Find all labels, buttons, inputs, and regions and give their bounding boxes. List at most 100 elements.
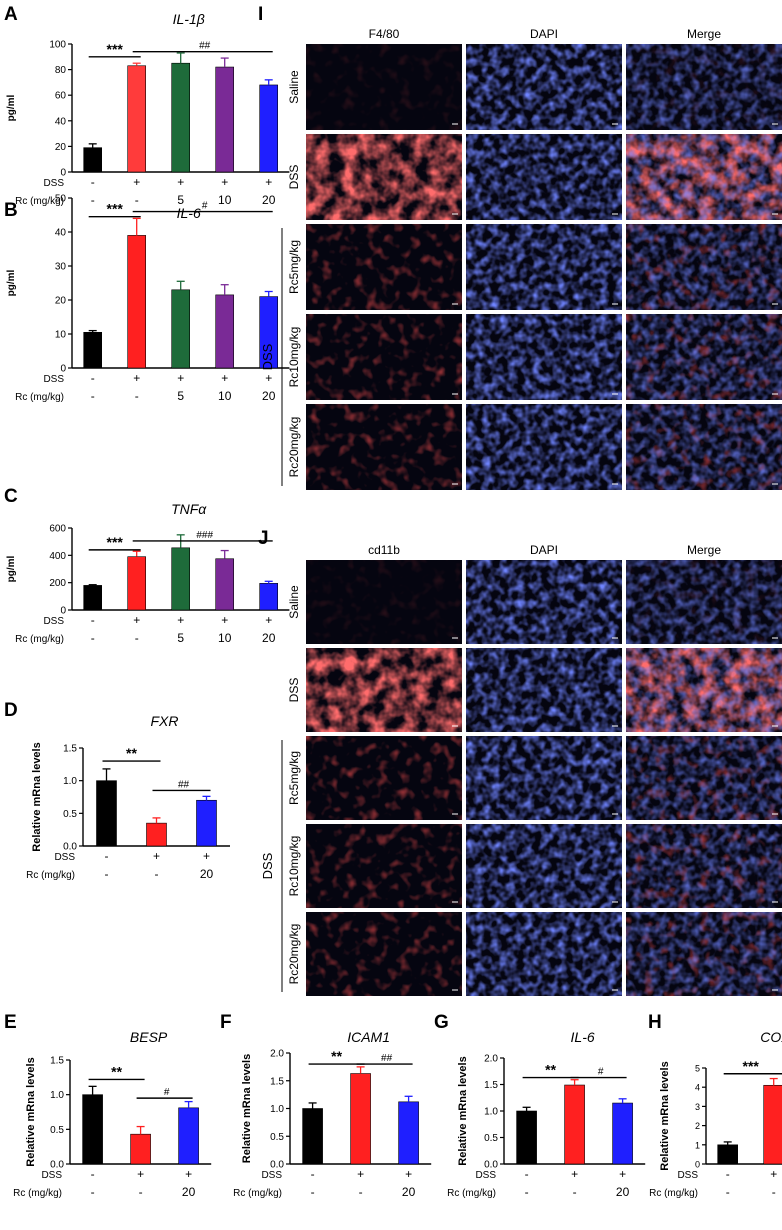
row-label-dss: DSS bbox=[54, 852, 75, 863]
micrograph-cell bbox=[306, 224, 462, 310]
y-tick-label: 1.5 bbox=[50, 1056, 64, 1067]
bar-dss bbox=[763, 1084, 782, 1165]
micrograph-cell bbox=[626, 736, 782, 820]
significance-label: ** bbox=[126, 745, 137, 761]
micrograph-cell bbox=[306, 648, 462, 732]
panel-letter: D bbox=[4, 700, 18, 721]
significance-label: # bbox=[164, 1087, 170, 1098]
y-tick-label: 2.0 bbox=[484, 1054, 498, 1065]
row-label: Rc5mg/kg bbox=[287, 751, 301, 805]
dss-sign: + bbox=[177, 175, 184, 189]
y-tick-label: 0.5 bbox=[484, 1133, 498, 1144]
dapi-signal bbox=[626, 224, 782, 310]
bar-saline bbox=[83, 331, 102, 369]
y-tick-label: 0 bbox=[60, 168, 66, 179]
y-axis-label: Relative mRna levels bbox=[25, 1057, 37, 1166]
bar-dss bbox=[130, 1133, 151, 1165]
stain-signal bbox=[306, 134, 462, 220]
dapi-signal bbox=[466, 912, 622, 996]
significance-label: ** bbox=[331, 1048, 342, 1064]
dapi-signal bbox=[466, 314, 622, 400]
rc-dose: 5 bbox=[177, 389, 184, 403]
rc-dose: - bbox=[139, 1185, 143, 1199]
row-label-rc: Rc (mg/kg) bbox=[13, 1188, 62, 1199]
dapi-signal bbox=[466, 44, 622, 130]
micrograph-cell bbox=[466, 560, 622, 644]
chart-title: COX-2 bbox=[760, 1029, 782, 1045]
row-label: Rc20mg/kg bbox=[287, 417, 301, 478]
rc-dose: 20 bbox=[402, 1185, 416, 1199]
dapi-signal bbox=[626, 134, 782, 220]
micrograph-cell bbox=[626, 404, 782, 490]
y-tick-label: 0.5 bbox=[270, 1132, 284, 1143]
bar-saline bbox=[717, 1144, 739, 1165]
row-label-dss: DSS bbox=[677, 1170, 698, 1181]
row-label: DSS bbox=[287, 678, 301, 703]
y-tick-label: 400 bbox=[49, 551, 66, 562]
micrograph-cell bbox=[626, 314, 782, 400]
y-tick-label: 0.5 bbox=[50, 1125, 64, 1136]
rc-dose: - bbox=[91, 1185, 95, 1199]
panel-b: B IL-6 0 10 20 30 40 50 pg/ml *** # DSS Rc (mg/kg) - +… bbox=[4, 194, 290, 403]
micrograph-cell bbox=[466, 404, 622, 490]
bar-dss-rc5 bbox=[171, 289, 190, 369]
y-tick-label: 50 bbox=[55, 194, 67, 205]
rc-dose: - bbox=[311, 1185, 315, 1199]
bar-saline bbox=[83, 585, 102, 611]
row-label: Saline bbox=[287, 70, 301, 104]
column-header: Merge bbox=[687, 27, 721, 41]
dapi-signal bbox=[466, 824, 622, 908]
bar-dss-rc20 bbox=[398, 1101, 419, 1165]
chart-title: BESP bbox=[130, 1029, 168, 1045]
y-tick-label: 2.0 bbox=[270, 1049, 284, 1060]
dapi-signal bbox=[626, 912, 782, 996]
micrograph-cell bbox=[466, 314, 622, 400]
dapi-signal bbox=[466, 134, 622, 220]
micrograph-cell bbox=[626, 648, 782, 732]
significance-label: *** bbox=[743, 1058, 760, 1074]
row-label-rc: Rc (mg/kg) bbox=[649, 1188, 698, 1199]
micrograph-cell bbox=[306, 824, 462, 908]
rc-dose: - bbox=[772, 1185, 776, 1199]
y-axis-label: pg/ml bbox=[6, 94, 17, 121]
stain-signal bbox=[306, 912, 462, 996]
rc-dose: 5 bbox=[177, 631, 184, 645]
micrograph-cell bbox=[466, 824, 622, 908]
y-tick-label: 3 bbox=[695, 1102, 700, 1112]
rc-dose: - bbox=[525, 1185, 529, 1199]
panel-e: E BESP 0.0 0.5 1.0 1.5 Relative mRna levels ** #… bbox=[4, 1012, 212, 1199]
y-tick-label: 1.0 bbox=[50, 1090, 64, 1101]
y-axis-label: Relative mRna levels bbox=[31, 742, 43, 851]
y-tick-label: 600 bbox=[49, 524, 66, 535]
y-tick-label: 30 bbox=[55, 262, 67, 273]
column-header: DAPI bbox=[530, 27, 558, 41]
dss-sign: + bbox=[133, 175, 140, 189]
micrograph-cell bbox=[626, 824, 782, 908]
micrograph-cell bbox=[626, 912, 782, 996]
dss-sign: + bbox=[405, 1167, 412, 1181]
micrograph-cell bbox=[466, 648, 622, 732]
rc-dose: - bbox=[91, 389, 95, 403]
y-axis-label: pg/ml bbox=[6, 269, 17, 296]
bar-dss-rc10 bbox=[215, 294, 234, 369]
rc-dose: - bbox=[135, 631, 139, 645]
row-label-rc: Rc (mg/kg) bbox=[26, 870, 75, 881]
bar-dss-rc20 bbox=[259, 583, 279, 611]
panel-h: HCOX-2012345Relative mRna levels***###DS… bbox=[648, 1012, 782, 1199]
y-axis-label: Relative mRna levels bbox=[241, 1054, 253, 1163]
rc-dose: 20 bbox=[262, 193, 276, 207]
dss-sign: + bbox=[177, 371, 184, 385]
bar-dss bbox=[350, 1073, 371, 1165]
y-tick-label: 1.5 bbox=[484, 1080, 498, 1091]
row-label-dss: DSS bbox=[261, 1170, 282, 1181]
panel-g: G IL-6 0.0 0.5 1.0 1.5 2.0 Relative mRna levels… bbox=[434, 1012, 646, 1199]
micrograph-cell bbox=[306, 404, 462, 490]
y-axis-label: pg/ml bbox=[6, 555, 17, 582]
dss-sign: - bbox=[311, 1167, 315, 1181]
micrograph-panels: I F4/80 DAPI Merge Saline DSS Rc5mg/kg Rc10mg/k… bbox=[258, 4, 782, 996]
y-tick-label: 60 bbox=[55, 91, 67, 102]
dss-sign: - bbox=[105, 849, 109, 863]
